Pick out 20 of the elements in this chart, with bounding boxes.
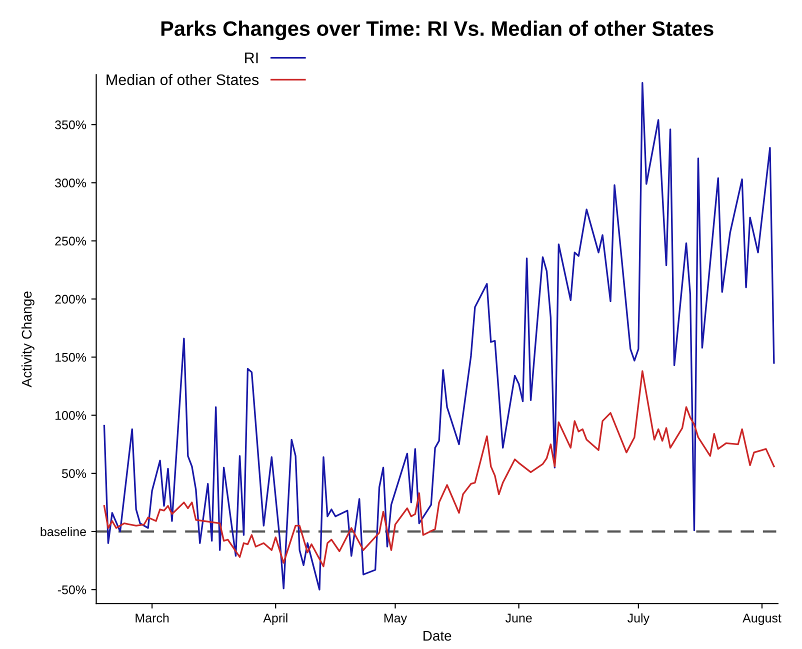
y-tick-label: 300% <box>55 178 86 188</box>
y-tick-label: 200% <box>55 294 86 304</box>
y-tick-label: baseline <box>40 526 86 536</box>
y-tick-label: 350% <box>55 120 86 130</box>
y-tick-label: 250% <box>55 236 86 246</box>
y-tick-label: 100% <box>56 411 86 420</box>
legend-label: RI <box>245 52 258 64</box>
y-tick-label: 50% <box>62 469 86 478</box>
x-tick-label: July <box>627 613 650 625</box>
x-tick-label: March <box>136 613 169 622</box>
x-axis-title: Date <box>424 631 452 641</box>
legend-label: Median of other States <box>106 74 259 86</box>
x-tick-label: April <box>263 613 288 625</box>
y-tick-label: 150% <box>56 352 86 362</box>
chart-title: Parks Changes over Time: RI Vs. Median of other States <box>161 20 714 40</box>
y-axis-title: Activity Change <box>21 291 34 388</box>
x-tick-label: August <box>742 614 782 625</box>
x-tick-label: June <box>505 614 532 622</box>
x-tick-label: May <box>384 614 408 625</box>
y-tick-label: -50% <box>58 585 86 594</box>
